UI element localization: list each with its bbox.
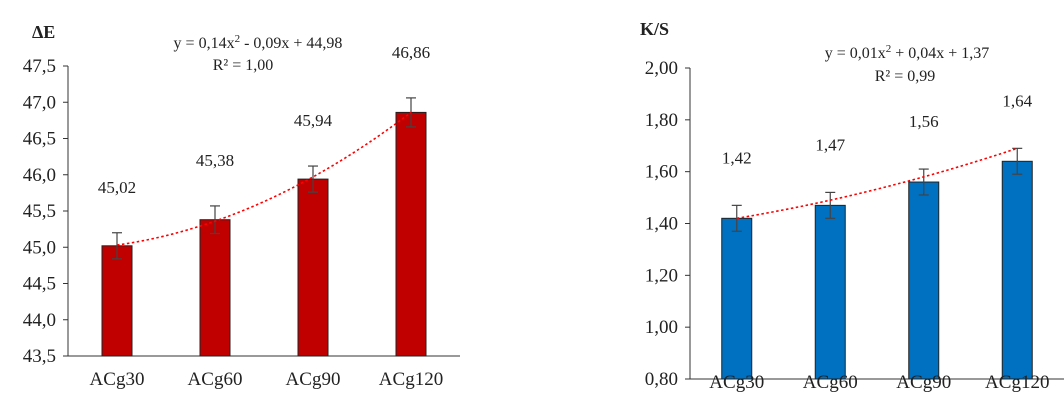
category-label: ACg60 [188, 369, 243, 390]
y-axis-label: K/S [640, 19, 669, 39]
y-tick-label: 1,80 [645, 110, 678, 131]
chart-2: 0,80 1,00 1,20 1,40 1,60 1,80 2,00 K/S 1,42 ACg30… [640, 19, 1064, 393]
category-label: ACg120 [985, 372, 1049, 392]
data-label: 1,64 [1002, 91, 1032, 110]
y-tick-label: 46,5 [23, 129, 56, 150]
category-label: ACg30 [90, 369, 145, 390]
bar-acg60 [814, 204, 846, 380]
y-tick-label: 47,0 [23, 92, 56, 113]
y-tick-label: 43,5 [23, 346, 56, 367]
category-label: ACg120 [379, 369, 443, 390]
bar-acg90 [908, 181, 940, 380]
y-tick-label: 47,5 [23, 56, 56, 77]
y-axis-label: ΔE [32, 22, 55, 42]
category-label: ACg90 [286, 369, 341, 390]
bar-acg120 [395, 111, 427, 357]
data-label: 46,86 [392, 43, 430, 62]
bar-acg30 [101, 245, 133, 357]
y-tick-label: 45,0 [23, 237, 56, 258]
data-label: 1,56 [909, 112, 939, 131]
bar-acg90 [297, 178, 329, 357]
category-label: ACg90 [896, 372, 951, 392]
trendline-r2: R² = 0,99 [875, 68, 936, 85]
data-label: 45,38 [196, 151, 234, 170]
data-label: 45,94 [294, 111, 333, 130]
y-tick-label: 44,0 [23, 310, 56, 331]
trendline-equation: y = 0,01x2 + 0,04x + 1,37 [825, 43, 990, 62]
y-tick-label: 45,5 [23, 201, 56, 222]
category-label: ACg30 [709, 372, 764, 392]
bar-acg30 [721, 217, 753, 380]
data-label: 1,42 [722, 148, 752, 167]
y-tick-label: 1,60 [645, 162, 678, 183]
y-tick-label: 44,5 [23, 274, 56, 295]
y-tick-label: 2,00 [645, 58, 678, 79]
data-label: 45,02 [98, 178, 136, 197]
trendline-r2: R² = 1,00 [213, 57, 274, 74]
data-label: 1,47 [815, 135, 845, 154]
bar-acg120 [1001, 160, 1033, 380]
trendline-equation: y = 0,14x2 - 0,09x + 44,98 [174, 33, 343, 52]
y-tick-label: 46,0 [23, 165, 56, 186]
chart-1: 43,5 44,0 44,5 45,0 45,5 46,0 46,5 47,0 47,5 ΔE 45… [23, 22, 460, 390]
y-tick-label: 1,40 [645, 214, 678, 235]
y-tick-label: 1,20 [645, 265, 678, 286]
category-label: ACg60 [803, 372, 858, 392]
bar-acg60 [199, 219, 231, 357]
trendline [736, 147, 1018, 220]
y-tick-label: 0,80 [645, 369, 678, 390]
trendline [116, 111, 412, 246]
y-tick-label: 1,00 [645, 317, 678, 338]
